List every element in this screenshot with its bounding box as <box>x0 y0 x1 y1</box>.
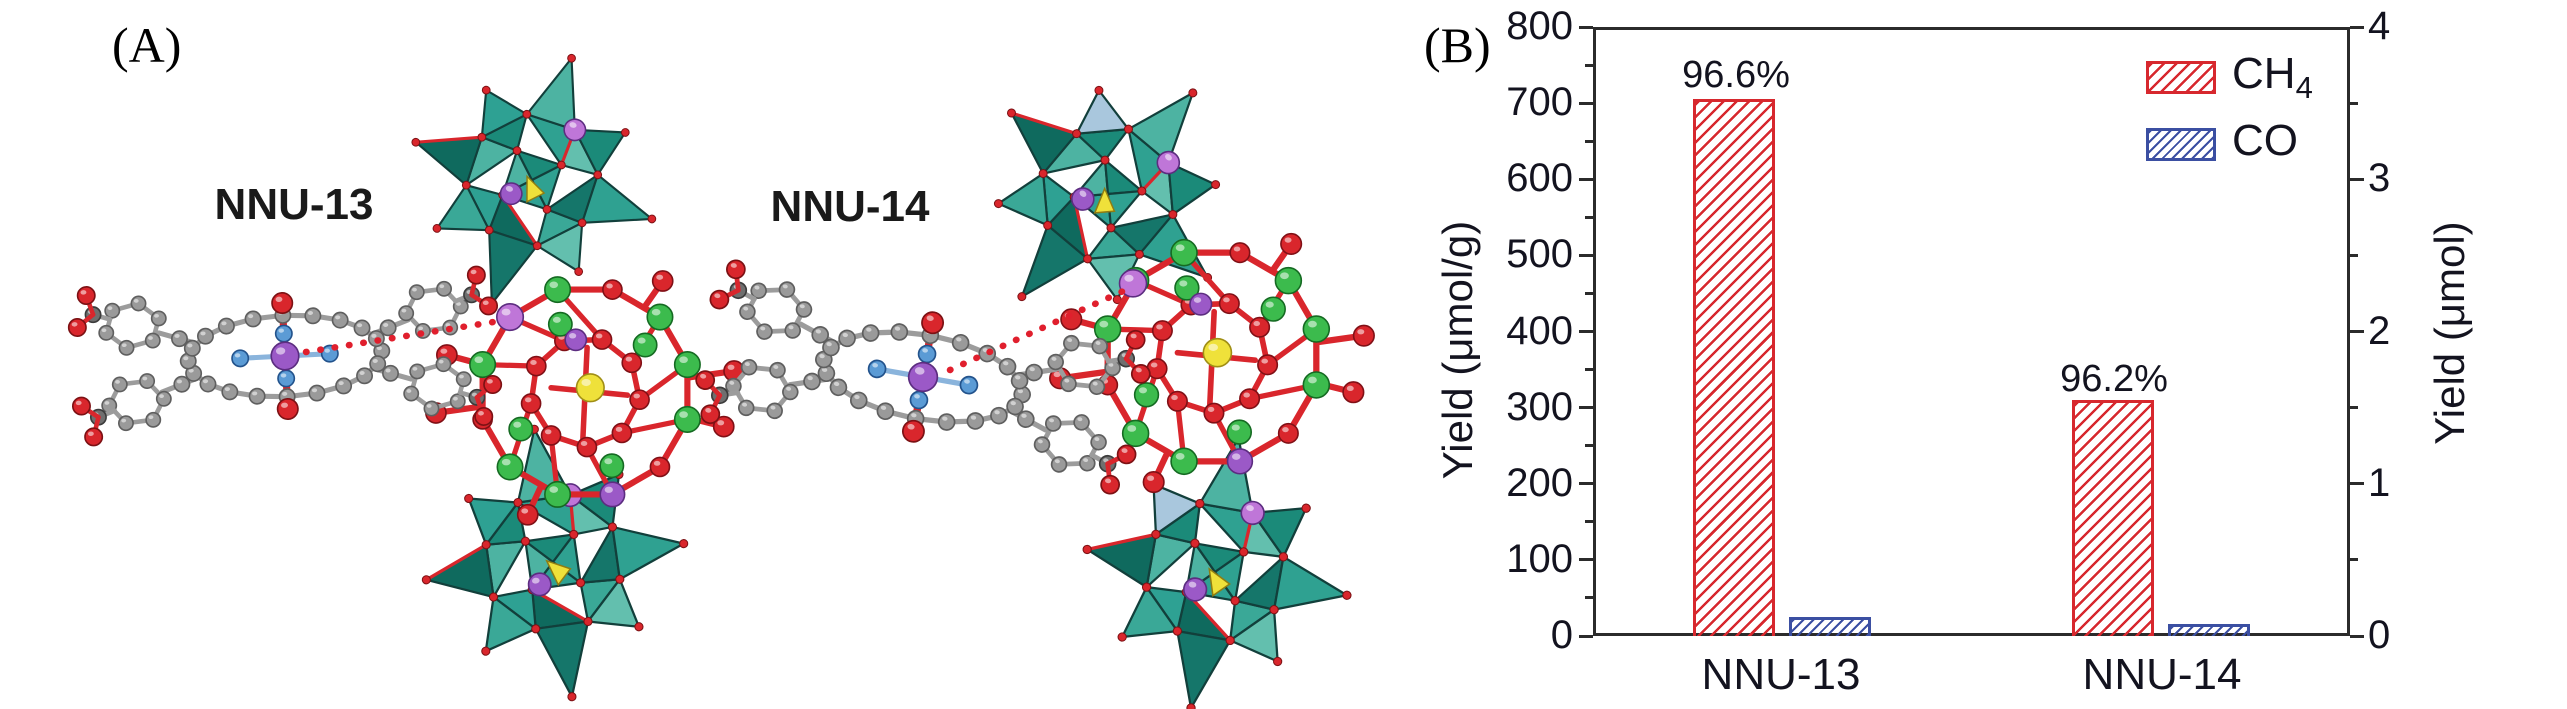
y-axis-tick-label: 500 <box>1506 232 1573 277</box>
nnu13-polyoxometalate-cluster-top <box>411 53 657 308</box>
legend-label-ch4: CH4 <box>2232 49 2313 105</box>
y-axis-tick-label: 0 <box>1550 613 1573 657</box>
y-axis-tick-label: 100 <box>1506 536 1573 581</box>
y-axis-minor-tick <box>1585 368 1593 372</box>
right-axis-tick-label: 3 <box>2368 156 2391 201</box>
x-tick-label-nnu-14: NNU-14 <box>2082 650 2242 699</box>
y-axis-major-tick <box>1579 558 1593 562</box>
bar-annotation-nnu-14: 96.2% <box>2060 358 2168 400</box>
y-axis-tick-label: 800 <box>1506 4 1573 48</box>
nnu14-linkage-dotted-bond <box>946 284 1134 374</box>
y-axis-major-tick <box>1579 253 1593 257</box>
y-axis-major-tick <box>1579 482 1593 486</box>
nnu13-polyoxometalate-cluster-bottom <box>421 424 689 702</box>
right-axis-tick-label: 0 <box>2368 613 2391 657</box>
nnu14-porphyrin-ligand <box>695 259 1151 495</box>
y-axis-minor-tick <box>1585 63 1593 67</box>
y-axis-minor-tick <box>1585 139 1593 143</box>
nnu13-porphyrin-ligand <box>67 265 503 447</box>
x-tick-label-nnu-13: NNU-13 <box>1701 650 1861 699</box>
right-axis-major-tick <box>2350 25 2364 29</box>
legend-item-co: CO <box>2146 119 2298 170</box>
legend-label-co: CO <box>2232 116 2298 165</box>
y-axis-tick-label: 700 <box>1506 80 1573 125</box>
y-axis-major-tick <box>1579 406 1593 410</box>
right-axis-major-tick <box>2350 482 2364 486</box>
y-axis-minor-tick <box>1585 215 1593 219</box>
nnu14-metal-oxo-cage <box>1049 232 1375 494</box>
y-axis-tick-label: 400 <box>1506 308 1573 353</box>
molecular-structures-illustration <box>67 53 1375 709</box>
y-axis-major-tick <box>1579 25 1593 29</box>
bar-ch4-nnu-14 <box>2071 400 2154 636</box>
right-axis-tick-label: 1 <box>2368 460 2391 505</box>
right-axis-major-tick <box>2350 177 2364 181</box>
right-axis-minor-tick <box>2350 101 2358 105</box>
right-axis-minor-tick <box>2350 253 2358 257</box>
structure-label-nnu-14: NNU-14 <box>770 182 930 231</box>
bar-co-nnu-13 <box>1789 616 1872 636</box>
y-axis-tick-label: 300 <box>1506 384 1573 429</box>
right-axis-major-tick <box>2350 634 2364 638</box>
y-axis-minor-tick <box>1585 520 1593 524</box>
y-axis-minor-tick <box>1585 291 1593 295</box>
bar-co-nnu-14 <box>2167 623 2250 636</box>
plot-frame <box>1593 27 2350 636</box>
y-axis-major-tick <box>1579 634 1593 638</box>
nnu13-linkage-dotted-bond <box>302 316 510 356</box>
panel-a-label: (A) <box>112 17 182 73</box>
y-axis-tick-label: 600 <box>1506 156 1573 201</box>
legend-item-ch4: CH4 <box>2146 52 2313 103</box>
legend-swatch-ch4 <box>2146 60 2216 94</box>
panel-b-label: (B) <box>1424 17 1491 73</box>
y-axis-tick-label: 200 <box>1506 460 1573 505</box>
bar-ch4-nnu-13 <box>1693 99 1776 636</box>
y-axis-major-tick <box>1579 101 1593 105</box>
y-axis-minor-tick <box>1585 444 1593 448</box>
structure-label-nnu-13: NNU-13 <box>214 180 374 229</box>
y-axis-minor-tick <box>1585 596 1593 600</box>
right-axis-minor-tick <box>2350 558 2358 562</box>
bar-annotation-nnu-13: 96.6% <box>1682 54 1790 96</box>
y-axis-major-tick <box>1579 177 1593 181</box>
y-axis-major-tick <box>1579 330 1593 333</box>
left-axis-title: Yield (μmol/g) <box>1434 220 1481 480</box>
legend-swatch-co <box>2146 127 2216 161</box>
right-axis-minor-tick <box>2350 406 2358 410</box>
right-axis-tick-label: 4 <box>2368 4 2391 48</box>
right-axis-tick-label: 2 <box>2368 308 2391 353</box>
right-axis-major-tick <box>2350 330 2364 333</box>
